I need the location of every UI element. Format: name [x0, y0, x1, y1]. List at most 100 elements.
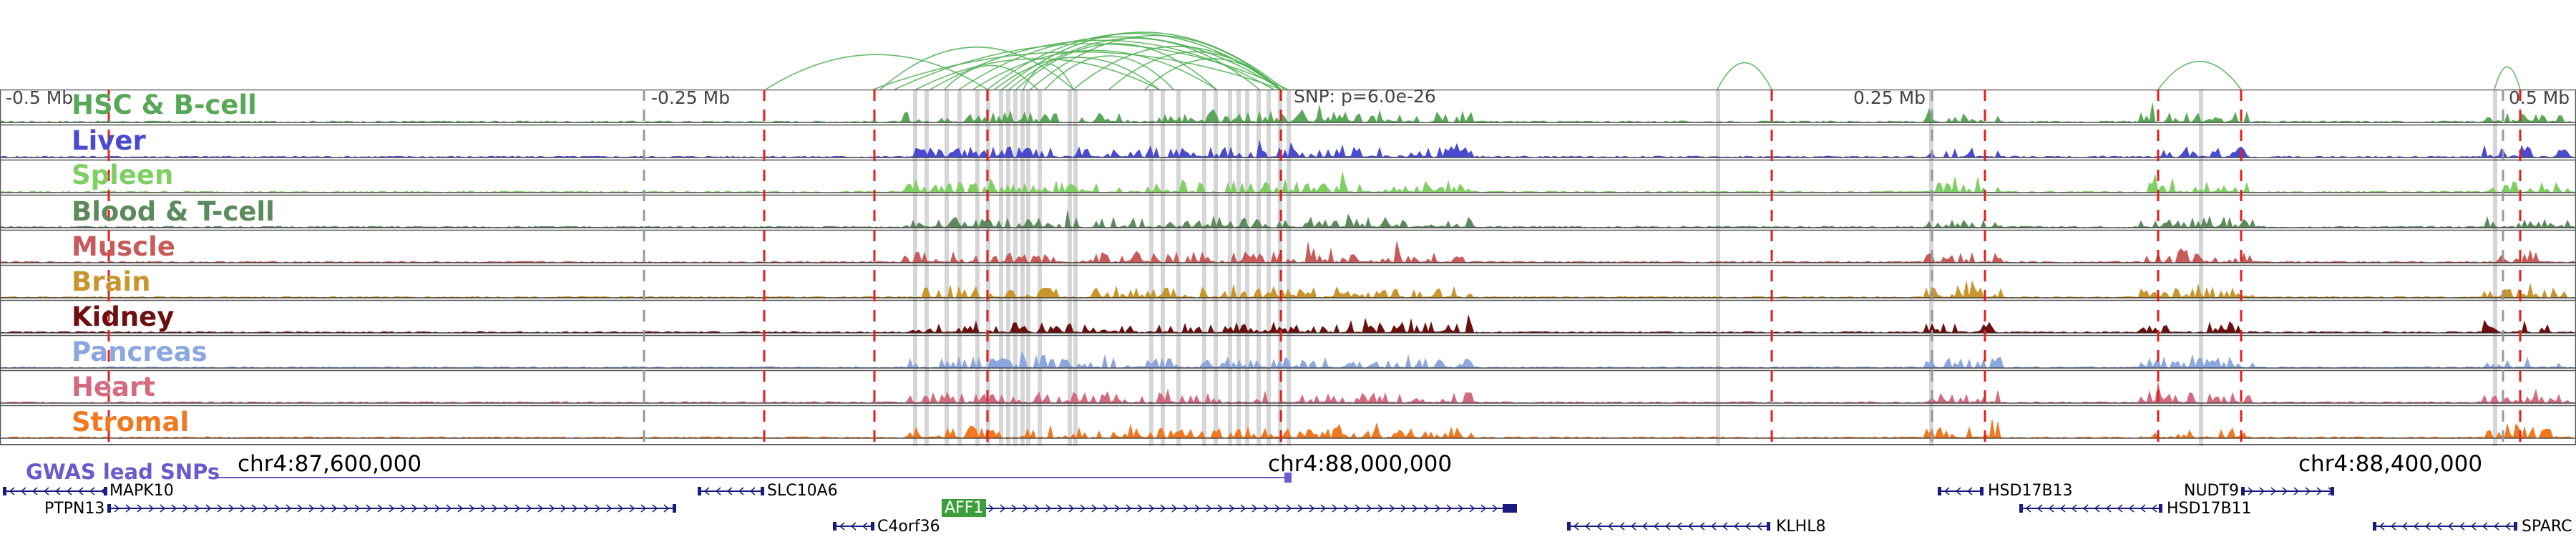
gene-hsd17b11-strand-arrow — [2151, 504, 2157, 513]
gene-aff1-strand-arrow — [1412, 504, 1418, 513]
gene-aff1-strand-arrow — [1469, 504, 1475, 513]
gene-slc10a6-exon — [698, 487, 701, 495]
gene-ptpn13-strand-arrow — [320, 504, 326, 513]
gene-label-ptpn13[interactable]: PTPN13 — [44, 500, 105, 518]
highlight-band — [913, 90, 917, 446]
gene-nudt9-strand-arrow — [2305, 487, 2311, 495]
gene-aff1-strand-arrow — [1091, 504, 1098, 513]
gene-label-hsd17b11[interactable]: HSD17B11 — [2167, 500, 2252, 518]
gene-aff1-strand-arrow — [1343, 504, 1350, 513]
gene-ptpn13-strand-arrow — [560, 504, 567, 513]
highlight-band — [999, 90, 1003, 446]
gene-aff1-strand-arrow — [1355, 504, 1361, 513]
gene-ptpn13-strand-arrow — [572, 504, 578, 513]
gene-mapk10-strand-arrow — [31, 487, 38, 495]
gene-klhl8-strand-arrow — [1619, 522, 1625, 531]
gene-aff1-strand-arrow — [1309, 504, 1315, 513]
chromatin-loop-arc — [2494, 66, 2521, 90]
gene-label-aff1[interactable]: AFF1 — [942, 499, 987, 517]
gene-ptpn13-strand-arrow — [251, 504, 258, 513]
gene-slc10a6-exon — [761, 487, 764, 495]
gene-aff1-strand-arrow — [1480, 504, 1487, 513]
gene-aff1-strand-arrow — [1458, 504, 1464, 513]
gene-label-c4orf36[interactable]: C4orf36 — [877, 518, 940, 536]
gene-sparcl1-strand-arrow — [2401, 522, 2408, 531]
gene-label-slc10a6[interactable]: SLC10A6 — [767, 482, 838, 500]
gene-aff1-strand-arrow — [1446, 504, 1453, 513]
chromatin-loop-arc — [972, 49, 1217, 90]
gene-sparcl1-strand-arrow — [2447, 522, 2454, 531]
gene-mapk10-strand-arrow — [77, 487, 84, 495]
gene-aff1-exon-block — [1503, 504, 1517, 513]
track-signal — [0, 171, 2576, 193]
gene-ptpn13-strand-arrow — [343, 504, 349, 513]
gene-aff1-strand-arrow — [1389, 504, 1395, 513]
highlight-band — [945, 90, 949, 446]
gene-aff1-strand-arrow — [1000, 504, 1006, 513]
chromatin-loop-arc — [1030, 34, 1282, 90]
gene-klhl8-strand-arrow — [1687, 522, 1694, 531]
gene-hsd17b11-strand-arrow — [2048, 504, 2054, 513]
gene-ptpn13-strand-arrow — [263, 504, 269, 513]
gene-ptpn13-strand-arrow — [205, 504, 212, 513]
gene-ptpn13-strand-arrow — [514, 504, 521, 513]
gene-ptpn13-strand-arrow — [423, 504, 429, 513]
gene-ptpn13-strand-arrow — [457, 504, 464, 513]
gene-sparcl1-strand-arrow — [2413, 522, 2419, 531]
gene-sparcl1-strand-arrow — [2482, 522, 2488, 531]
gene-nudt9-exon — [2331, 487, 2334, 495]
gene-label-klhl8[interactable]: KLHL8 — [1776, 518, 1826, 536]
highlight-band — [1073, 90, 1078, 446]
gene-label-hsd17b13[interactable]: HSD17B13 — [1988, 482, 2073, 500]
gene-hsd17b11-strand-arrow — [2059, 504, 2066, 513]
highlight-band — [1278, 90, 1282, 446]
track-label-blood-tcell: Blood & T-cell — [72, 196, 275, 227]
chromatin-loop-arc — [2157, 61, 2242, 90]
highlight-band — [1202, 90, 1206, 446]
coordinate-label-88000000: chr4:88,000,000 — [1268, 451, 1453, 477]
gene-label-sparcl1[interactable]: SPARC — [2522, 518, 2572, 536]
chromatin-loop-arc — [1023, 63, 1074, 90]
gene-ptpn13-strand-arrow — [469, 504, 475, 513]
gene-annotation-track — [0, 444, 2576, 531]
gene-klhl8-strand-arrow — [1722, 522, 1728, 531]
gwas-lead-snps-title: GWAS lead SNPs — [26, 460, 220, 484]
highlight-band — [1245, 90, 1249, 446]
gene-mapk10-strand-arrow — [20, 487, 26, 495]
gene-klhl8-strand-arrow — [1676, 522, 1682, 531]
gene-mapk10-strand-arrow — [9, 487, 15, 495]
gene-hsd17b11-strand-arrow — [2117, 504, 2123, 513]
gene-ptpn13-strand-arrow — [182, 504, 189, 513]
gene-nudt9-strand-arrow — [2270, 487, 2277, 495]
gene-klhl8-strand-arrow — [1573, 522, 1579, 531]
track-label-pancreas: Pancreas — [72, 337, 208, 367]
gene-ptpn13-strand-arrow — [217, 504, 223, 513]
highlight-band — [1020, 90, 1025, 446]
highlight-band — [1214, 90, 1218, 446]
gene-ptpn13-exon — [673, 504, 676, 513]
highlight-band — [957, 90, 962, 446]
gene-aff1-strand-arrow — [1286, 504, 1292, 513]
gene-aff1-strand-arrow — [1366, 504, 1372, 513]
highlight-band — [1267, 90, 1271, 446]
gene-klhl8-strand-arrow — [1607, 522, 1614, 531]
gene-label-nudt9[interactable]: NUDT9 — [2184, 482, 2239, 500]
track-label-stromal: Stromal — [72, 407, 190, 437]
gene-ptpn13-strand-arrow — [549, 504, 555, 513]
highlight-band — [1161, 90, 1165, 446]
gene-label-mapk10[interactable]: MAPK10 — [109, 482, 174, 500]
gene-aff1-strand-arrow — [1252, 504, 1258, 513]
gene-ptpn13-strand-arrow — [446, 504, 452, 513]
gene-mapk10-strand-arrow — [89, 487, 95, 495]
gene-sparcl1-exon — [2373, 522, 2376, 531]
gene-aff1-strand-arrow — [1126, 504, 1132, 513]
gene-ptpn13-strand-arrow — [137, 504, 143, 513]
gene-aff1-strand-arrow — [1148, 504, 1155, 513]
gene-hsd17b11-strand-arrow — [2140, 504, 2146, 513]
highlight-band — [1013, 90, 1018, 446]
gene-klhl8-strand-arrow — [1653, 522, 1659, 531]
scale-label-minus-0-25: -0.25 Mb — [651, 87, 731, 108]
gene-hsd17b11-strand-arrow — [2036, 504, 2043, 513]
gene-sparcl1-strand-arrow — [2379, 522, 2385, 531]
